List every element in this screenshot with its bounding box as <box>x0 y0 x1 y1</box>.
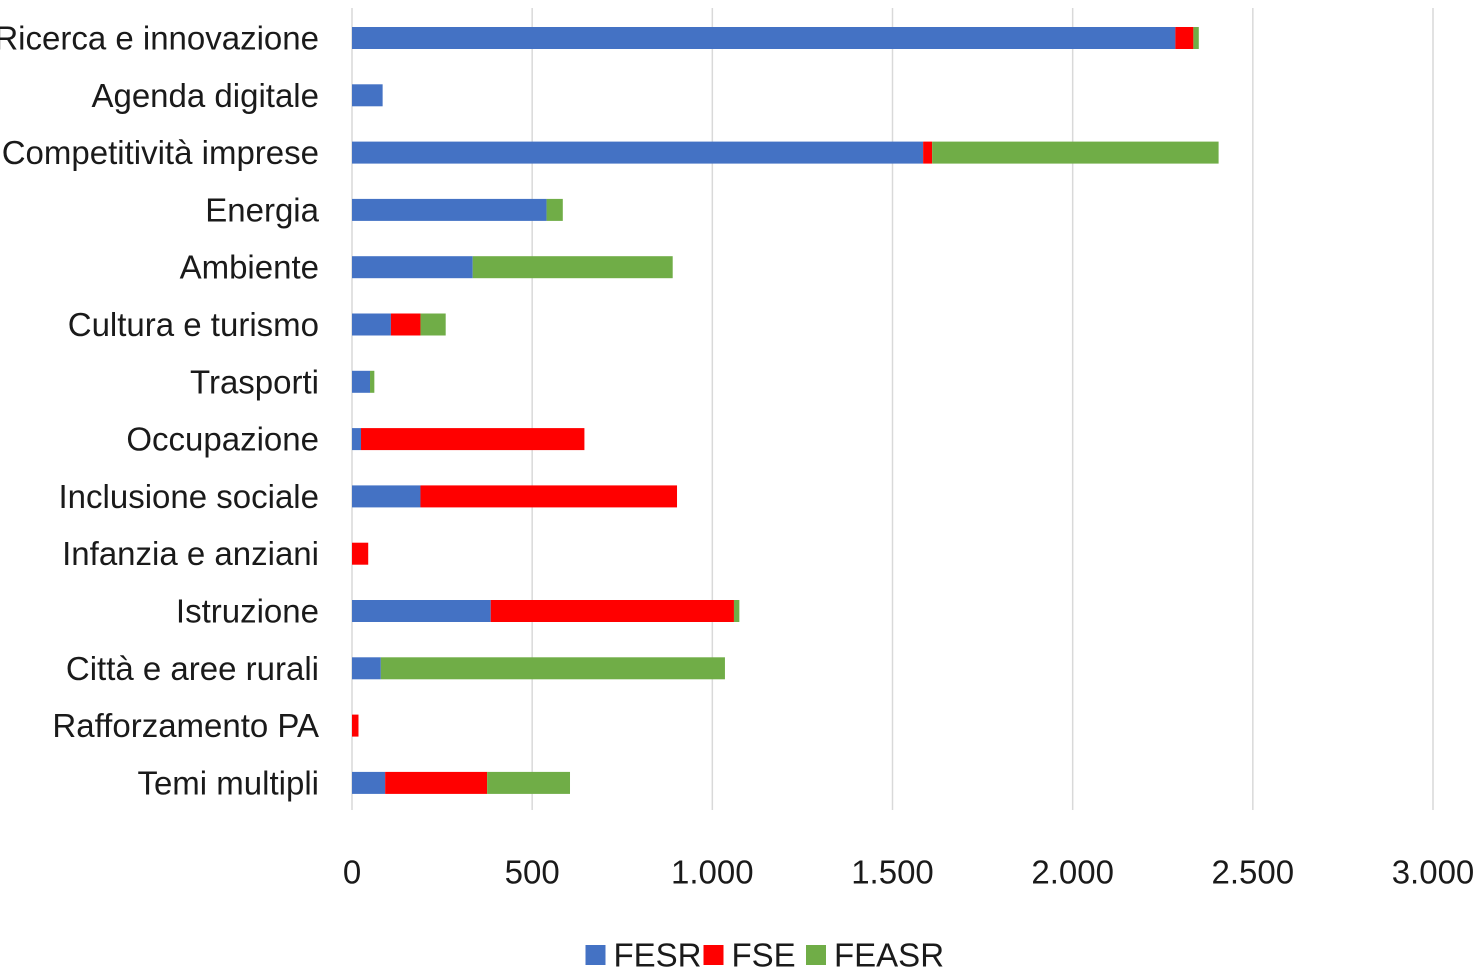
bar-fse-9 <box>352 542 369 565</box>
bar-fesr-11 <box>352 657 381 680</box>
category-label: Città e aree rurali <box>66 650 319 687</box>
category-label: Trasporti <box>190 363 319 400</box>
bar-fse-5 <box>390 313 421 336</box>
x-axis-tick-labels: 0 500 1.000 1.500 2.000 2.500 3.000 <box>343 854 1474 891</box>
bar-fse-0 <box>1175 27 1194 49</box>
category-label: Energia <box>205 191 319 228</box>
x-tick-label: 2.000 <box>1031 854 1114 891</box>
bar-fse-10 <box>490 600 734 622</box>
bar-fse-2 <box>923 141 933 164</box>
bar-fesr-10 <box>352 600 491 622</box>
bars <box>352 27 1219 794</box>
category-labels: Ricerca e innovazione Agenda digitale Comp… <box>0 20 320 802</box>
legend-swatch-fse <box>703 945 724 965</box>
bar-fesr-7 <box>352 428 362 451</box>
bar-feasr-13 <box>487 771 571 794</box>
bar-feasr-5 <box>420 313 446 336</box>
bar-feasr-10 <box>733 600 740 622</box>
legend-label-feasr: FEASR <box>834 937 944 972</box>
category-label: Inclusione sociale <box>59 478 320 515</box>
legend-label-fse: FSE <box>732 937 796 972</box>
bar-fesr-0 <box>352 27 1176 49</box>
bar-feasr-6 <box>370 370 375 393</box>
bar-fesr-8 <box>352 485 421 508</box>
bar-feasr-4 <box>472 256 673 279</box>
x-tick-label: 0 <box>343 854 361 891</box>
category-label: Infanzia e anziani <box>62 535 319 572</box>
category-label: Rafforzamento PA <box>52 707 319 744</box>
bar-fesr-6 <box>352 370 371 393</box>
bar-fesr-5 <box>352 313 391 336</box>
bar-fesr-13 <box>352 771 386 794</box>
bar-fse-8 <box>420 485 678 508</box>
bar-feasr-2 <box>932 141 1219 164</box>
x-tick-label: 1.500 <box>851 854 934 891</box>
bar-feasr-11 <box>380 657 725 680</box>
category-label: Temi multipli <box>137 764 319 801</box>
x-tick-label: 2.500 <box>1212 854 1295 891</box>
category-label: Agenda digitale <box>91 77 319 114</box>
bar-fse-7 <box>361 428 585 451</box>
legend-swatch-feasr <box>806 945 826 965</box>
bar-fesr-1 <box>352 84 383 107</box>
category-label: Istruzione <box>176 593 319 630</box>
legend-label-fesr: FESR <box>614 937 702 972</box>
bar-fse-13 <box>385 771 488 794</box>
legend: FESR FSE FEASR <box>585 937 944 972</box>
x-tick-label: 1.000 <box>671 854 754 891</box>
category-label: Ricerca e innovazione <box>0 20 319 57</box>
bar-feasr-3 <box>546 198 563 221</box>
x-tick-label: 3.000 <box>1392 854 1475 891</box>
bar-fesr-4 <box>352 256 473 279</box>
legend-swatch-fesr <box>585 945 606 965</box>
gridlines <box>351 8 1434 810</box>
category-label: Cultura e turismo <box>68 306 319 343</box>
bar-fse-12 <box>352 714 359 737</box>
category-label: Competitività imprese <box>2 134 319 171</box>
bar-fesr-3 <box>352 198 547 221</box>
category-label: Occupazione <box>126 421 319 458</box>
bar-fesr-2 <box>352 141 924 164</box>
category-label: Ambiente <box>180 249 319 286</box>
bar-feasr-0 <box>1193 27 1199 49</box>
x-tick-label: 500 <box>505 854 560 891</box>
